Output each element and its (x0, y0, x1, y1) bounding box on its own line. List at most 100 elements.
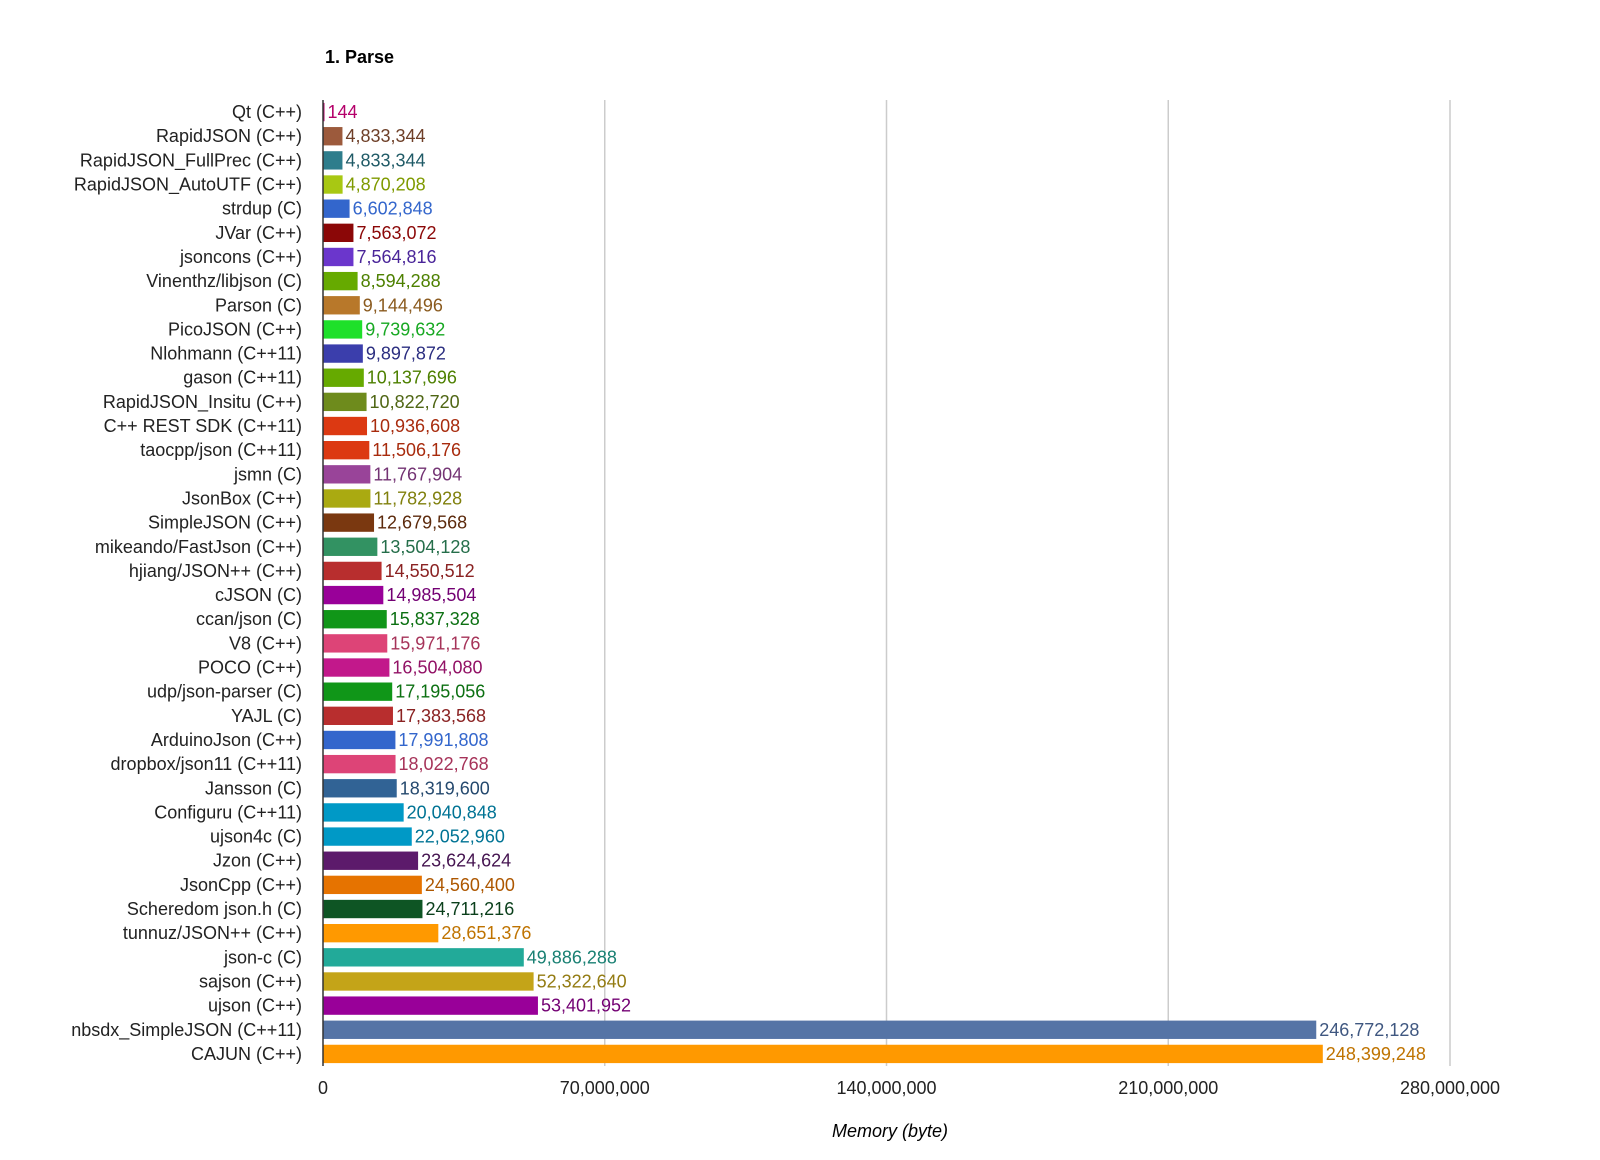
category-label: Scheredom json.h (C) (127, 899, 302, 919)
value-label: 10,822,720 (370, 392, 460, 412)
category-label: gason (C++11) (183, 368, 302, 388)
value-label: 7,563,072 (356, 223, 436, 243)
bar (323, 489, 371, 508)
bar (323, 754, 396, 774)
bar (323, 706, 393, 726)
bar (323, 392, 367, 412)
bar (323, 416, 368, 436)
value-label: 20,040,848 (407, 802, 497, 822)
value-label: 13,504,128 (380, 537, 470, 557)
value-label: 17,195,056 (395, 682, 485, 702)
bar (323, 440, 370, 460)
value-label: 11,767,904 (373, 464, 462, 484)
value-label: 14,985,504 (386, 585, 476, 605)
value-label: 15,971,176 (390, 633, 480, 653)
category-label: ccan/json (C) (196, 609, 302, 629)
bar (323, 948, 524, 967)
value-label: 18,319,600 (400, 778, 490, 798)
bar (323, 199, 350, 218)
bar (323, 537, 378, 556)
bar (323, 585, 384, 605)
category-label: hjiang/JSON++ (C++) (129, 561, 302, 581)
bar (323, 923, 439, 943)
gridlines (604, 100, 1451, 1066)
category-label: nbsdx_SimpleJSON (C++11) (71, 1020, 302, 1041)
value-label: 7,564,816 (356, 247, 436, 267)
category-label: JsonCpp (C++) (180, 875, 302, 895)
category-label: YAJL (C) (231, 706, 302, 726)
bar (323, 175, 343, 194)
category-label: taocpp/json (C++11) (140, 440, 302, 460)
value-label: 4,870,208 (346, 175, 426, 195)
x-tick-labels: 0 70,000,000 140,000,000 210,000,000 280,000… (318, 1078, 1500, 1098)
value-label: 10,137,696 (367, 368, 457, 388)
bar (323, 296, 360, 315)
value-label: 15,837,328 (390, 609, 480, 629)
x-tick-label: 210,000,000 (1118, 1078, 1218, 1098)
bar (323, 827, 412, 846)
category-label: json-c (C) (223, 947, 302, 967)
category-label: RapidJSON (C++) (156, 126, 302, 146)
value-label: 144 (328, 102, 358, 122)
value-label: 246,772,128 (1319, 1020, 1419, 1040)
bars (323, 102, 1323, 1064)
value-label: 16,504,080 (392, 658, 482, 678)
bar (323, 803, 404, 822)
value-label: 11,782,928 (373, 488, 462, 508)
bar (323, 1044, 1323, 1064)
category-label: strdup (C) (222, 199, 302, 219)
value-label: 22,052,960 (415, 827, 505, 847)
bar (323, 127, 343, 146)
value-label: 8,594,288 (361, 271, 441, 291)
value-label: 4,833,344 (345, 126, 425, 146)
value-label: 28,651,376 (441, 923, 531, 943)
category-label: sajson (C++) (199, 971, 302, 991)
x-axis-label: Memory (byte) (832, 1121, 948, 1141)
chart-title: 1. Parse (325, 47, 395, 67)
bar (323, 271, 358, 291)
value-label: 49,886,288 (527, 947, 617, 967)
category-label: mikeando/FastJson (C++) (95, 537, 302, 557)
value-label: 11,506,176 (372, 440, 461, 460)
category-label: dropbox/json11 (C++11) (111, 754, 302, 774)
value-label: 17,991,808 (398, 730, 488, 750)
category-label: udp/json-parser (C) (147, 682, 302, 702)
bar (323, 851, 419, 870)
x-tick-label: 280,000,000 (1400, 1078, 1500, 1098)
category-label: ujson4c (C) (210, 827, 302, 847)
category-label: SimpleJSON (C++) (148, 513, 302, 533)
category-label: ujson (C++) (208, 996, 302, 1016)
bar (323, 561, 382, 581)
bar (323, 658, 390, 677)
category-label: Jzon (C++) (213, 851, 302, 871)
category-label: Vinenthz/libjson (C) (146, 271, 302, 291)
category-label: jsmn (C) (233, 464, 302, 484)
category-label: ArduinoJson (C++) (151, 730, 302, 750)
category-label: JsonBox (C++) (182, 488, 302, 508)
category-label: Jansson (C) (205, 778, 302, 798)
value-label: 24,560,400 (425, 875, 515, 895)
category-label: PicoJSON (C++) (168, 319, 302, 339)
value-label: 17,383,568 (396, 706, 486, 726)
value-label: 12,679,568 (377, 513, 467, 533)
bar (323, 634, 388, 653)
value-label: 9,897,872 (366, 344, 446, 364)
x-tick-label: 0 (318, 1078, 328, 1098)
value-label: 53,401,952 (541, 996, 631, 1016)
value-label: 18,022,768 (399, 754, 489, 774)
bar (323, 779, 397, 798)
bar (323, 368, 364, 387)
value-label: 248,399,248 (1326, 1044, 1426, 1064)
category-labels: Qt (C++) RapidJSON (C++) RapidJSON_FullPre… (71, 102, 302, 1064)
bar (323, 465, 371, 484)
category-label: Nlohmann (C++11) (150, 344, 302, 364)
category-label: Qt (C++) (232, 102, 302, 122)
category-label: V8 (C++) (229, 633, 302, 653)
category-label: POCO (C++) (198, 658, 302, 678)
category-label: Parson (C) (215, 295, 302, 315)
bar (323, 972, 534, 991)
bar (323, 513, 375, 532)
bar (323, 344, 363, 363)
x-tick-label: 70,000,000 (560, 1078, 650, 1098)
x-tick-label: 140,000,000 (836, 1078, 936, 1098)
